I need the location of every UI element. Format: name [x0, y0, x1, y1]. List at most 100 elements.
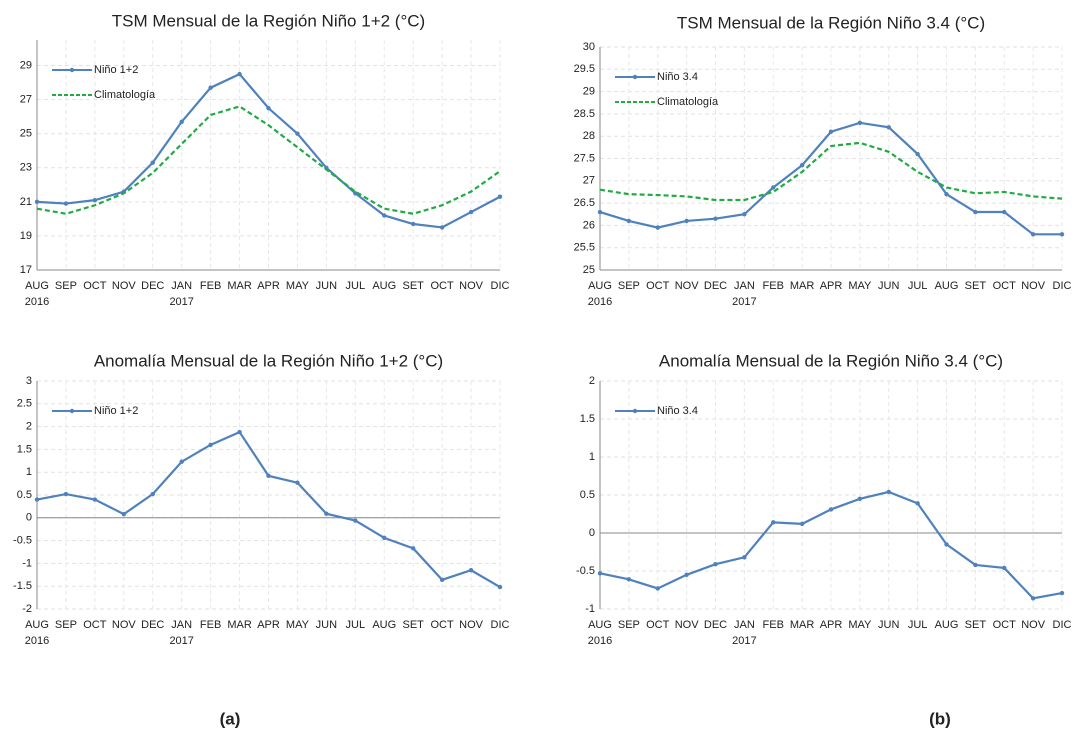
- x-tick-label: MAR: [790, 619, 815, 631]
- legend-label: Niño 3.4: [657, 405, 698, 417]
- point: [266, 105, 271, 111]
- x-tick-label: APR: [820, 619, 843, 631]
- point: [915, 501, 920, 506]
- x-tick-label: OCT: [83, 619, 107, 631]
- point: [597, 571, 603, 576]
- point: [771, 185, 776, 190]
- legend-marker: [632, 74, 638, 80]
- y-tick-label: 19: [20, 230, 32, 242]
- x-tick-label: SEP: [55, 619, 77, 631]
- x-tick-label: JUL: [908, 280, 928, 292]
- point: [771, 520, 776, 525]
- y-tick-label: -2: [22, 603, 32, 615]
- x-tick-label: MAY: [286, 619, 310, 631]
- x-tick-label: NOV: [1021, 619, 1046, 631]
- point: [655, 586, 660, 591]
- point: [742, 555, 747, 560]
- x-tick-label: AUG: [935, 619, 959, 631]
- legend-label: Niño 1+2: [94, 405, 138, 417]
- x-tick-label: JUN: [878, 619, 899, 631]
- x-tick-label: AUG 2016: [588, 619, 612, 647]
- x-tick-label: APR: [257, 619, 280, 631]
- x-tick-label: NOV: [675, 280, 700, 292]
- point: [382, 535, 387, 541]
- y-tick-label: 26.5: [574, 197, 595, 209]
- y-tick-label: -1: [585, 603, 595, 615]
- x-tick-label: SET: [965, 280, 987, 292]
- caption: (a): [220, 709, 241, 728]
- x-tick-label: NOV: [1021, 280, 1046, 292]
- point: [684, 218, 689, 224]
- chart-title: TSM Mensual de la Región Niño 3.4 (°C): [677, 13, 985, 32]
- x-tick-label: JAN 2017: [732, 619, 756, 647]
- point: [382, 213, 387, 218]
- y-tick-label: -0.5: [13, 535, 32, 547]
- legend-label: Niño 1+2: [94, 64, 138, 76]
- y-tick-label: 1: [589, 451, 595, 463]
- y-tick-label: 27: [583, 175, 595, 187]
- x-tick-label: DIC: [1053, 619, 1072, 631]
- point: [713, 561, 718, 567]
- y-tick-label: 0: [589, 527, 595, 539]
- y-tick-label: 27.5: [574, 152, 595, 164]
- legend-label: Climatología: [657, 96, 719, 108]
- point: [497, 584, 503, 590]
- x-tick-label: DEC: [141, 619, 164, 631]
- y-tick-label: 1.5: [580, 413, 595, 425]
- y-tick-label: 30: [583, 41, 595, 53]
- point: [63, 491, 69, 497]
- point: [799, 521, 805, 527]
- y-tick-label: 1.5: [17, 443, 32, 455]
- y-tick-label: 29: [583, 86, 595, 98]
- point: [655, 225, 660, 230]
- point: [1030, 232, 1036, 237]
- legend-marker: [69, 408, 75, 414]
- legend-label: Niño 3.4: [657, 71, 698, 83]
- x-tick-label: JUL: [346, 619, 366, 631]
- point: [857, 120, 863, 126]
- point: [179, 119, 184, 124]
- x-tick-label: JUN: [316, 619, 337, 631]
- x-tick-label: MAR: [227, 619, 252, 631]
- x-tick-label: DIC: [491, 280, 510, 292]
- x-tick-label: JUN: [878, 280, 899, 292]
- point: [179, 459, 184, 464]
- y-tick-label: 26: [583, 219, 595, 231]
- caption: (b): [929, 709, 951, 728]
- x-tick-label: NOV: [112, 280, 137, 292]
- y-tick-label: 25: [583, 264, 595, 276]
- point: [34, 497, 40, 502]
- x-tick-label: OCT: [83, 280, 107, 292]
- y-tick-label: -1: [22, 557, 32, 569]
- y-tick-label: 0.5: [17, 489, 32, 501]
- point: [324, 511, 329, 516]
- point: [295, 480, 300, 485]
- x-tick-label: SEP: [55, 280, 77, 292]
- point: [92, 497, 98, 502]
- series-line: [36, 105, 501, 215]
- point: [886, 489, 891, 495]
- point: [626, 218, 632, 224]
- x-tick-label: MAR: [790, 280, 815, 292]
- y-tick-label: 1: [26, 466, 32, 478]
- y-tick-label: -0.5: [576, 565, 595, 577]
- y-tick-label: 29: [20, 59, 32, 71]
- chart-title: Anomalía Mensual de la Región Niño 1+2 (…: [94, 351, 443, 370]
- point: [828, 129, 834, 134]
- chart-title: TSM Mensual de la Región Niño 1+2 (°C): [112, 11, 425, 30]
- legend-label: Climatología: [94, 89, 156, 101]
- x-tick-label: AUG 2016: [25, 619, 49, 647]
- series-line: [599, 141, 1063, 202]
- point: [92, 197, 98, 203]
- x-tick-label: SET: [402, 280, 424, 292]
- point: [237, 71, 242, 77]
- x-tick-label: FEB: [200, 280, 221, 292]
- y-tick-label: 27: [20, 94, 32, 106]
- point: [944, 542, 949, 547]
- x-tick-label: OCT: [646, 619, 670, 631]
- point: [439, 225, 445, 230]
- point: [713, 216, 718, 221]
- x-tick-label: FEB: [200, 619, 221, 631]
- x-tick-label: AUG 2016: [25, 280, 49, 308]
